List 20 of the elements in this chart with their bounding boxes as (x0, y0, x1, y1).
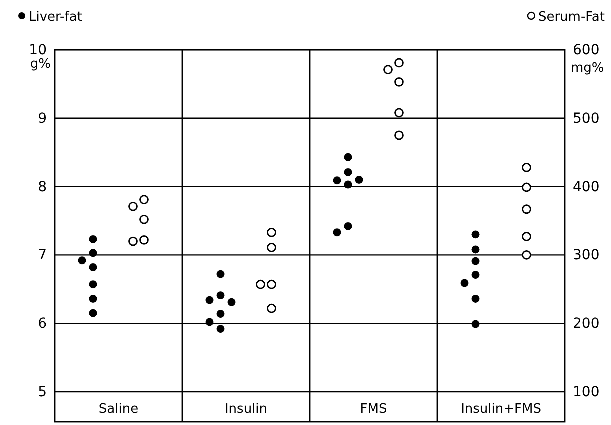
legend-label: Liver-fat (29, 10, 82, 25)
y-tick-label: 5 (38, 384, 47, 400)
y2-tick-label: 600 (573, 42, 600, 58)
y2-tick-label: 500 (573, 110, 600, 127)
y-tick-label: 10 (29, 42, 47, 58)
y2-tick-label: 300 (573, 248, 600, 264)
y-tick-label: 6 (38, 316, 48, 332)
x-tick-label: Saline (98, 402, 139, 418)
y2-axis-title: mg% (571, 61, 604, 76)
y2-tick-label: 200 (573, 316, 600, 332)
x-tick-label: FMS (360, 402, 388, 418)
y2-tick-label: 100 (573, 384, 600, 400)
y2-tick-label: 400 (573, 179, 600, 196)
y-tick-label: 9 (38, 110, 47, 127)
x-tick-label: Insulin (224, 402, 268, 418)
legend-label: Serum-Fat (538, 10, 605, 25)
y-tick-label: 8 (38, 179, 47, 196)
y-axis-title: g% (30, 57, 51, 72)
y-tick-label: 7 (38, 248, 47, 264)
x-tick-label: Insulin+FMS (461, 402, 542, 418)
